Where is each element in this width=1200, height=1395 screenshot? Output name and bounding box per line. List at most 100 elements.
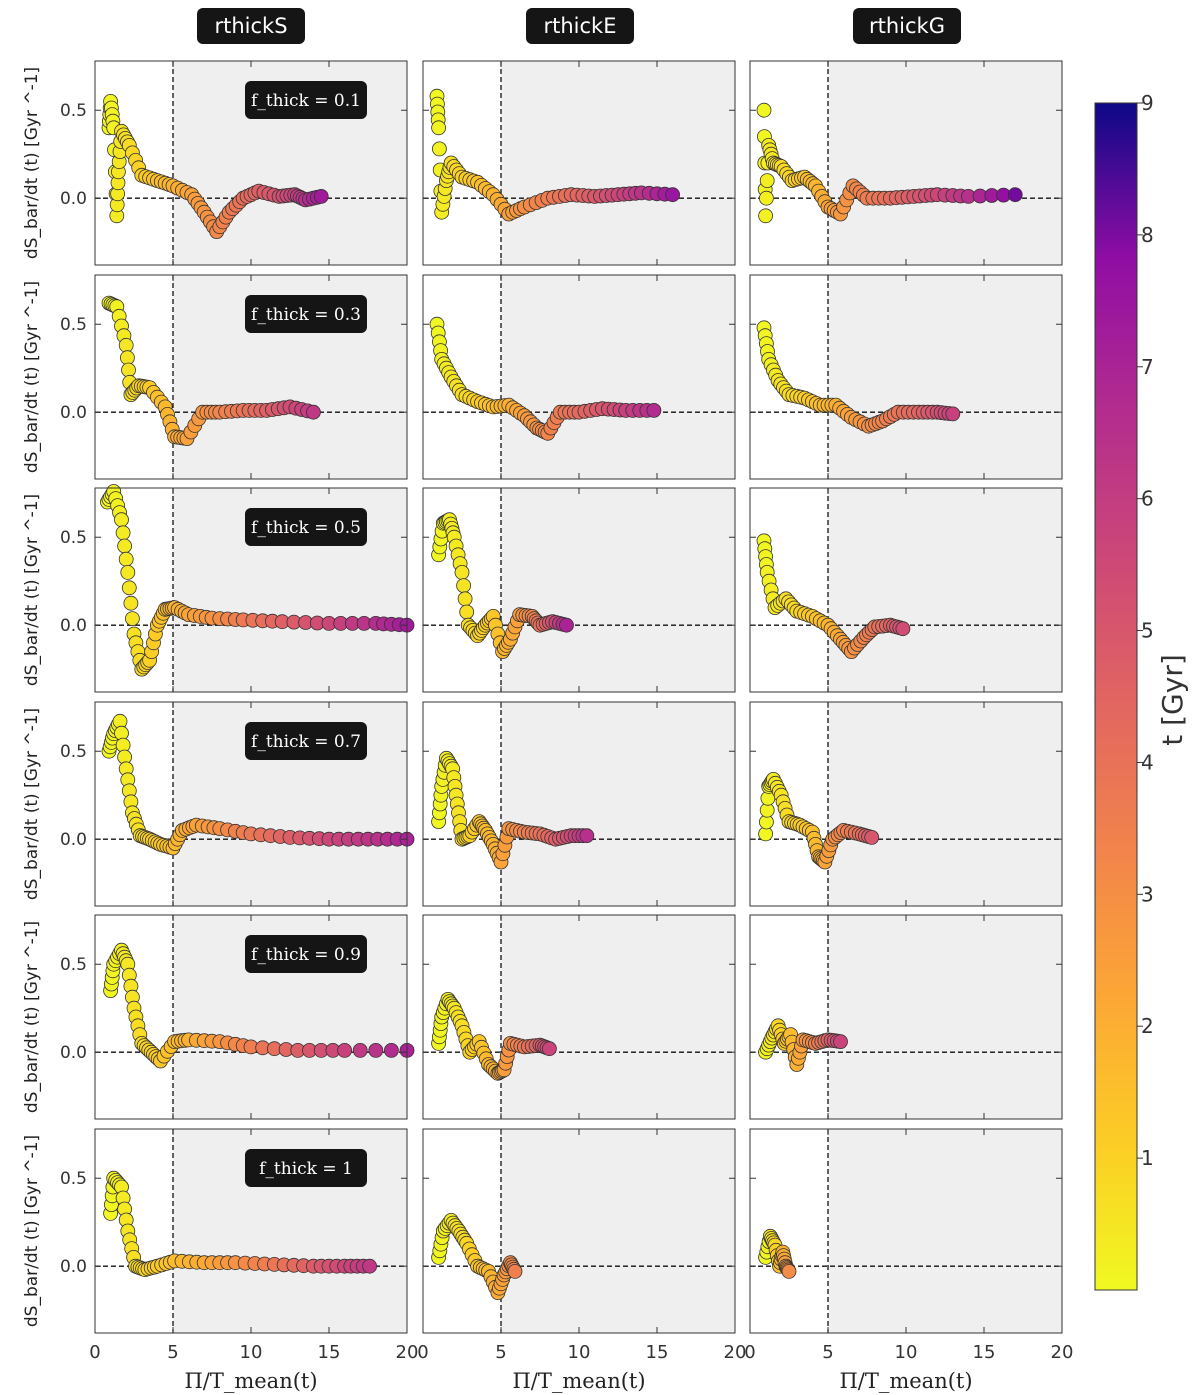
colorbar-tick-label: 8 (1141, 223, 1154, 247)
data-point (945, 406, 961, 422)
fthick-label: f_thick = 0.3 (251, 305, 361, 325)
data-point (313, 188, 329, 204)
x-tick-label: 15 (973, 1342, 996, 1363)
data-point (833, 1034, 848, 1049)
shaded-region (501, 488, 735, 692)
panel-r2-c2 (749, 487, 1063, 693)
panel-r4-c1 (422, 914, 736, 1120)
shaded-region (828, 61, 1062, 265)
colorbar-tick-label: 7 (1141, 355, 1154, 379)
shaded-region (501, 1129, 735, 1333)
y-tick-label: 0.5 (60, 742, 87, 762)
data-point (456, 578, 472, 593)
data-point (121, 362, 136, 378)
data-point (665, 187, 680, 203)
x-axis-label: Π/T_mean(t) (839, 1369, 972, 1393)
panel-r2-c1 (422, 487, 736, 693)
panel-r0-c1 (422, 60, 736, 266)
colorbar-tick-label: 5 (1141, 619, 1154, 643)
panel-r1-c2 (749, 274, 1063, 480)
data-point (431, 141, 447, 157)
data-point (507, 1264, 523, 1279)
column-header-rthickG: rthickG (853, 8, 961, 44)
data-point (759, 173, 775, 189)
shaded-region (828, 702, 1062, 906)
fthick-badge (245, 508, 367, 546)
panel-r4-c2 (749, 914, 1063, 1120)
shaded-region (828, 275, 1062, 479)
colorbar: 1 2 3 4 5 6 7 8 9 t [Gyr] (1094, 91, 1189, 1291)
x-tick-label: 0 (417, 1342, 428, 1363)
colorbar-tick-label: 3 (1141, 882, 1154, 906)
data-point (120, 565, 136, 580)
data-point (759, 190, 774, 206)
panel-r5-c1: 0 5 10 15 20 Π/T_mean(t) (417, 1128, 747, 1393)
shaded-region (501, 275, 735, 479)
x-tick-label: 10 (240, 1342, 263, 1363)
x-tick-label: 5 (167, 1342, 178, 1363)
fthick-label: f_thick = 0.1 (251, 91, 361, 111)
data-point (454, 565, 470, 580)
panel-r5-c0: 0.0 0.5 dS_bar/dt (t) [Gyr ^-1] 0 5 10 15 20 Π/T… (22, 1128, 418, 1393)
column-header-rthickS: rthickS (197, 8, 305, 44)
data-point (756, 102, 772, 118)
y-tick-label: 0.0 (60, 1257, 87, 1277)
data-point (383, 1043, 399, 1058)
y-tick-label: 0.5 (60, 101, 87, 121)
panel-r3-c0: 0.0 0.5 dS_bar/dt (t) [Gyr ^-1] f_thick = 0… (22, 701, 415, 907)
panel-r4-c0: 0.0 0.5 dS_bar/dt (t) [Gyr ^-1] f_thick = 0… (22, 914, 415, 1120)
y-axis-label: dS_bar/dt (t) [Gyr ^-1] (22, 921, 42, 1113)
data-point (542, 1041, 557, 1057)
data-point (124, 611, 140, 626)
y-tick-label: 0.0 (60, 830, 87, 850)
panel-r1-c1 (422, 274, 736, 480)
fthick-badge (245, 81, 367, 119)
fthick-label: f_thick = 0.9 (251, 945, 361, 965)
fthick-badge (245, 1149, 367, 1187)
x-tick-label: 0 (744, 1342, 755, 1363)
colorbar-gradient (1094, 102, 1138, 1291)
shaded-region (501, 61, 735, 265)
data-point (579, 828, 595, 844)
fthick-label: f_thick = 0.5 (251, 518, 361, 538)
data-point (123, 595, 139, 611)
x-tick-label: 15 (646, 1342, 669, 1363)
panel-r1-c0: 0.0 0.5 dS_bar/dt (t) [Gyr ^-1] f_thick = 0… (22, 274, 408, 480)
x-axis-label: Π/T_mean(t) (512, 1369, 645, 1393)
column-header-rthickE: rthickE (526, 8, 634, 44)
shaded-region (501, 702, 735, 906)
y-tick-label: 0.0 (60, 616, 87, 636)
data-point (368, 1043, 384, 1058)
x-tick-label: 0 (89, 1342, 100, 1363)
shaded-region (828, 915, 1062, 1119)
fthick-badge (245, 295, 367, 333)
fthick-badge (245, 722, 367, 760)
data-point (115, 525, 131, 541)
data-point (121, 580, 137, 596)
data-point (559, 617, 574, 633)
data-point (352, 1043, 368, 1058)
fthick-badge (245, 935, 367, 973)
y-tick-label: 0.0 (60, 1043, 87, 1063)
y-tick-label: 0.5 (60, 528, 87, 548)
x-tick-label: 20 (724, 1342, 747, 1363)
data-point (117, 538, 132, 554)
panel-r2-c0: 0.0 0.5 dS_bar/dt (t) [Gyr ^-1] f_thick = 0… (22, 484, 415, 693)
data-point (431, 120, 447, 136)
panel-r0-c0: 0.0 0.5 dS_bar/dt (t) [Gyr ^-1] f_thick = 0… (22, 60, 408, 266)
panel-r5-c2: 0 5 10 15 20 Π/T_mean(t) (744, 1128, 1073, 1393)
fthick-label: f_thick = 0.7 (251, 732, 361, 752)
colorbar-tick-label: 1 (1141, 1146, 1154, 1170)
data-point (758, 208, 773, 224)
x-tick-label: 10 (568, 1342, 591, 1363)
colorbar-tick-label: 2 (1141, 1014, 1154, 1038)
panel-r3-c2 (749, 701, 1063, 907)
y-tick-label: 0.0 (60, 189, 87, 209)
panel-grid: 0.0 0.5 dS_bar/dt (t) [Gyr ^-1] f_thick = 0… (22, 60, 1073, 1393)
x-tick-label: 10 (895, 1342, 918, 1363)
panel-r3-c1 (422, 701, 736, 907)
data-point (362, 1258, 378, 1274)
colorbar-tick-label: 4 (1141, 750, 1154, 774)
data-point (646, 402, 662, 418)
